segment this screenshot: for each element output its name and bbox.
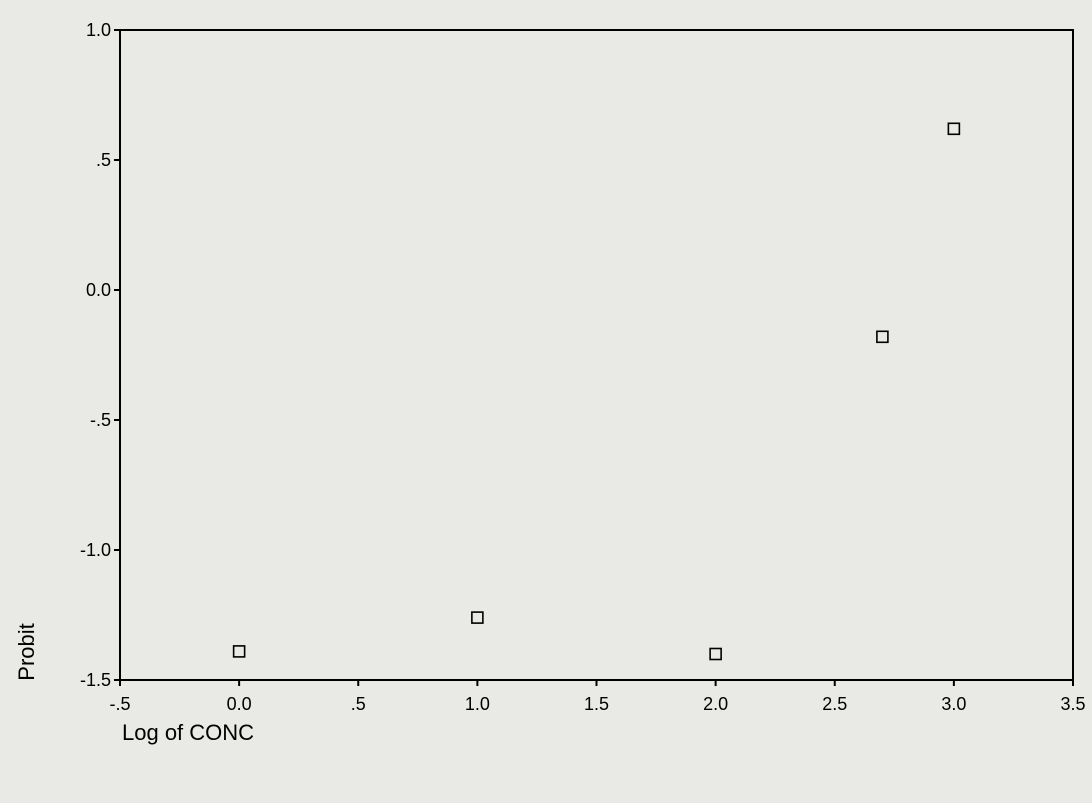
y-axis: 1.0 .5 0.0 -.5 -1.0 -1.5	[80, 20, 120, 690]
x-tick-label: 3.0	[941, 694, 966, 714]
data-point	[876, 330, 889, 344]
x-axis: -.5 0.0 .5 1.0 1.5 2.0 2.5 3.0 3.5	[109, 680, 1086, 714]
x-tick-label: 3.5	[1060, 694, 1085, 714]
y-tick-label: 1.0	[86, 20, 111, 40]
y-tick-label: .5	[96, 150, 111, 170]
y-tick-label: 0.0	[86, 280, 111, 300]
x-tick-label: 2.5	[822, 694, 847, 714]
plot-frame	[119, 29, 1074, 681]
x-tick-label: 1.5	[584, 694, 609, 714]
data-points	[232, 122, 961, 661]
x-tick-label: 0.0	[227, 694, 252, 714]
x-tick-label: 2.0	[703, 694, 728, 714]
x-tick-label: -.5	[109, 694, 130, 714]
y-tick-label: -1.0	[80, 540, 111, 560]
x-axis-label: Log of CONC	[122, 720, 254, 745]
y-axis-label: Probit	[14, 623, 39, 680]
data-point	[947, 122, 961, 136]
y-tick-label: -1.5	[80, 670, 111, 690]
data-point	[471, 611, 484, 624]
data-point	[709, 647, 722, 661]
y-tick-label: -.5	[90, 410, 111, 430]
data-point	[232, 645, 246, 658]
x-tick-label: 1.0	[465, 694, 490, 714]
x-tick-label: .5	[351, 694, 366, 714]
